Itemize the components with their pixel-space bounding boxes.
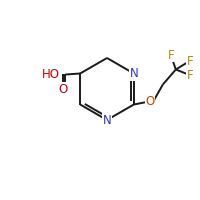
Text: F: F bbox=[187, 55, 194, 68]
Text: F: F bbox=[187, 69, 194, 82]
Text: O: O bbox=[59, 83, 68, 96]
Text: HO: HO bbox=[42, 68, 60, 81]
Text: N: N bbox=[103, 114, 111, 127]
Text: F: F bbox=[168, 49, 174, 62]
Text: O: O bbox=[145, 95, 154, 108]
Text: N: N bbox=[129, 67, 138, 80]
